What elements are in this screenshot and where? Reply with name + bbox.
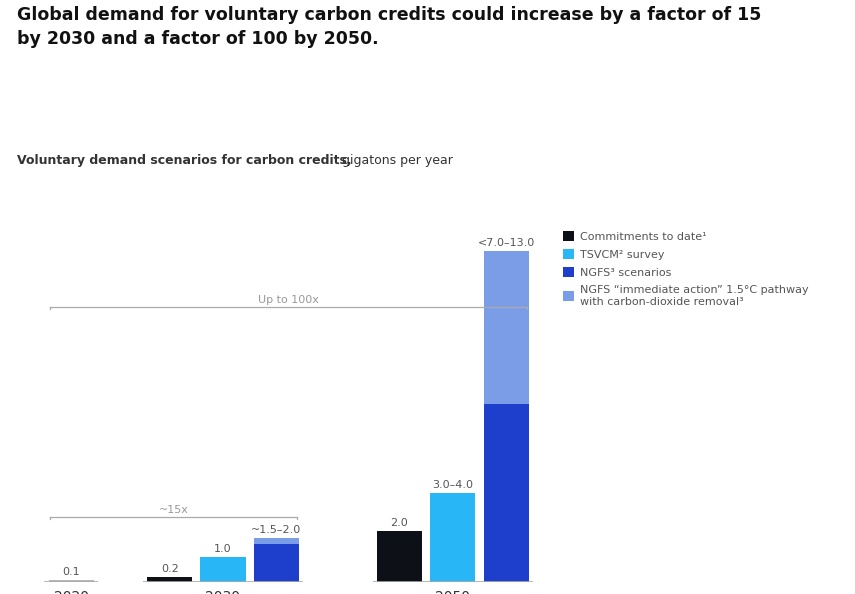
Text: 3.0–4.0: 3.0–4.0: [433, 480, 474, 490]
Bar: [254, 538, 299, 544]
Bar: [49, 580, 94, 582]
Text: ~1.5–2.0: ~1.5–2.0: [251, 525, 302, 535]
Text: 1.0: 1.0: [214, 544, 232, 554]
Text: gigatons per year: gigatons per year: [338, 154, 452, 168]
Text: <7.0–13.0: <7.0–13.0: [478, 238, 534, 248]
Bar: [147, 577, 192, 582]
Bar: [377, 531, 422, 582]
Bar: [200, 557, 245, 582]
Bar: [484, 404, 528, 582]
Bar: [484, 251, 528, 404]
Bar: [430, 493, 475, 582]
Text: 0.1: 0.1: [62, 567, 80, 577]
Bar: [254, 544, 299, 582]
Text: 2.0: 2.0: [391, 518, 409, 528]
Text: Global demand for voluntary carbon credits could increase by a factor of 15
by 2: Global demand for voluntary carbon credi…: [17, 6, 762, 48]
Text: 0.2: 0.2: [161, 564, 179, 574]
Text: Up to 100x: Up to 100x: [258, 295, 319, 305]
Text: ~15x: ~15x: [159, 505, 189, 514]
Text: Voluntary demand scenarios for carbon credits,: Voluntary demand scenarios for carbon cr…: [17, 154, 351, 168]
Legend: Commitments to date¹, TSVCM² survey, NGFS³ scenarios, NGFS “immediate action” 1.: Commitments to date¹, TSVCM² survey, NGF…: [563, 231, 808, 307]
